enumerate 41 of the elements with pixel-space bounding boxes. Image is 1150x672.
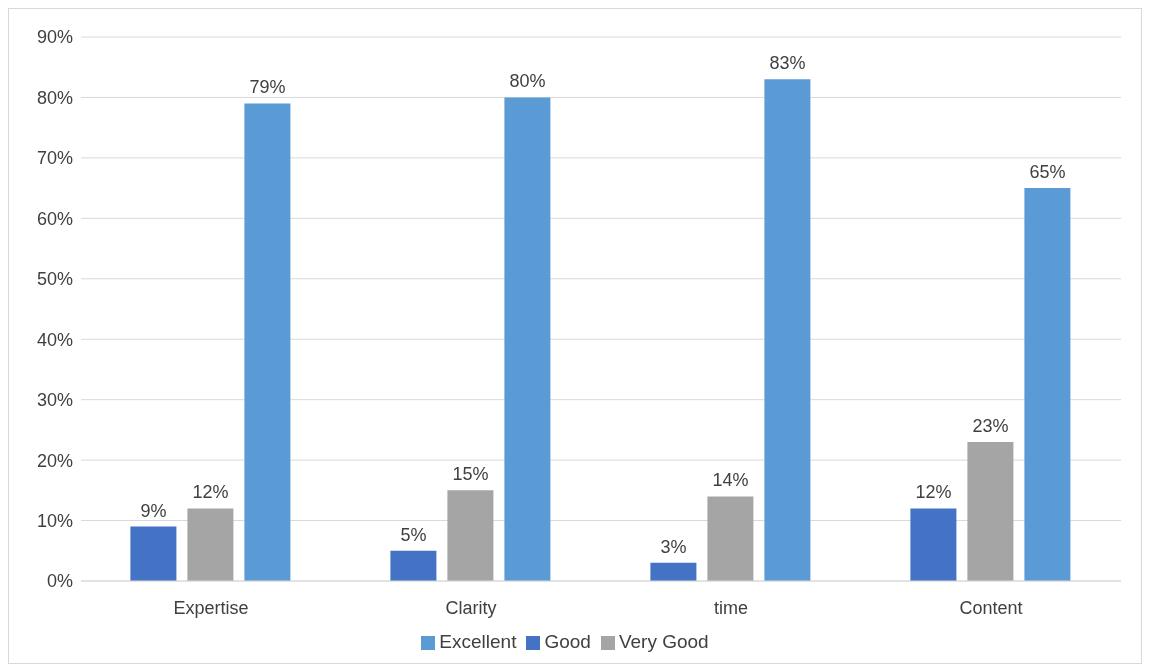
- y-tick-label: 0%: [46, 571, 73, 592]
- y-tick-label: 20%: [36, 450, 73, 471]
- y-tick-label: 90%: [36, 27, 73, 48]
- bar: [967, 441, 1014, 581]
- y-tick-label: 40%: [36, 329, 73, 350]
- data-label: 15%: [452, 464, 489, 485]
- bar: [447, 490, 494, 581]
- y-tick-label: 60%: [36, 208, 73, 229]
- data-label: 3%: [660, 536, 687, 557]
- data-label: 12%: [192, 482, 229, 503]
- bar: [910, 508, 957, 581]
- data-label: 12%: [915, 482, 952, 503]
- x-tick-label: Clarity: [445, 597, 497, 618]
- bar: [390, 550, 437, 581]
- y-tick-label: 50%: [36, 269, 73, 290]
- data-label: 83%: [769, 53, 806, 74]
- x-tick-label: Content: [959, 597, 1023, 618]
- data-label: 23%: [972, 415, 1009, 436]
- legend-label: Excellent: [439, 631, 517, 652]
- bar: [764, 79, 811, 581]
- bar: [650, 562, 697, 581]
- bar: [244, 103, 291, 581]
- y-tick-label: 30%: [36, 390, 73, 411]
- y-tick-label: 10%: [36, 510, 73, 531]
- x-tick-label: time: [713, 597, 749, 618]
- data-label: 79%: [249, 77, 286, 98]
- data-label: 65%: [1029, 162, 1066, 183]
- data-label: 9%: [140, 500, 167, 521]
- bar: [504, 97, 551, 581]
- legend-label: Very Good: [618, 631, 709, 652]
- bar: [130, 526, 177, 581]
- bar: [1024, 188, 1071, 581]
- data-label: 14%: [712, 470, 749, 491]
- y-tick-label: 70%: [36, 148, 73, 169]
- data-label: 5%: [400, 524, 427, 545]
- legend-label: Good: [544, 631, 591, 652]
- bar: [707, 496, 754, 581]
- bar: [187, 508, 234, 581]
- data-label: 80%: [509, 71, 546, 92]
- y-tick-label: 80%: [36, 87, 73, 108]
- x-tick-label: Expertise: [173, 597, 249, 618]
